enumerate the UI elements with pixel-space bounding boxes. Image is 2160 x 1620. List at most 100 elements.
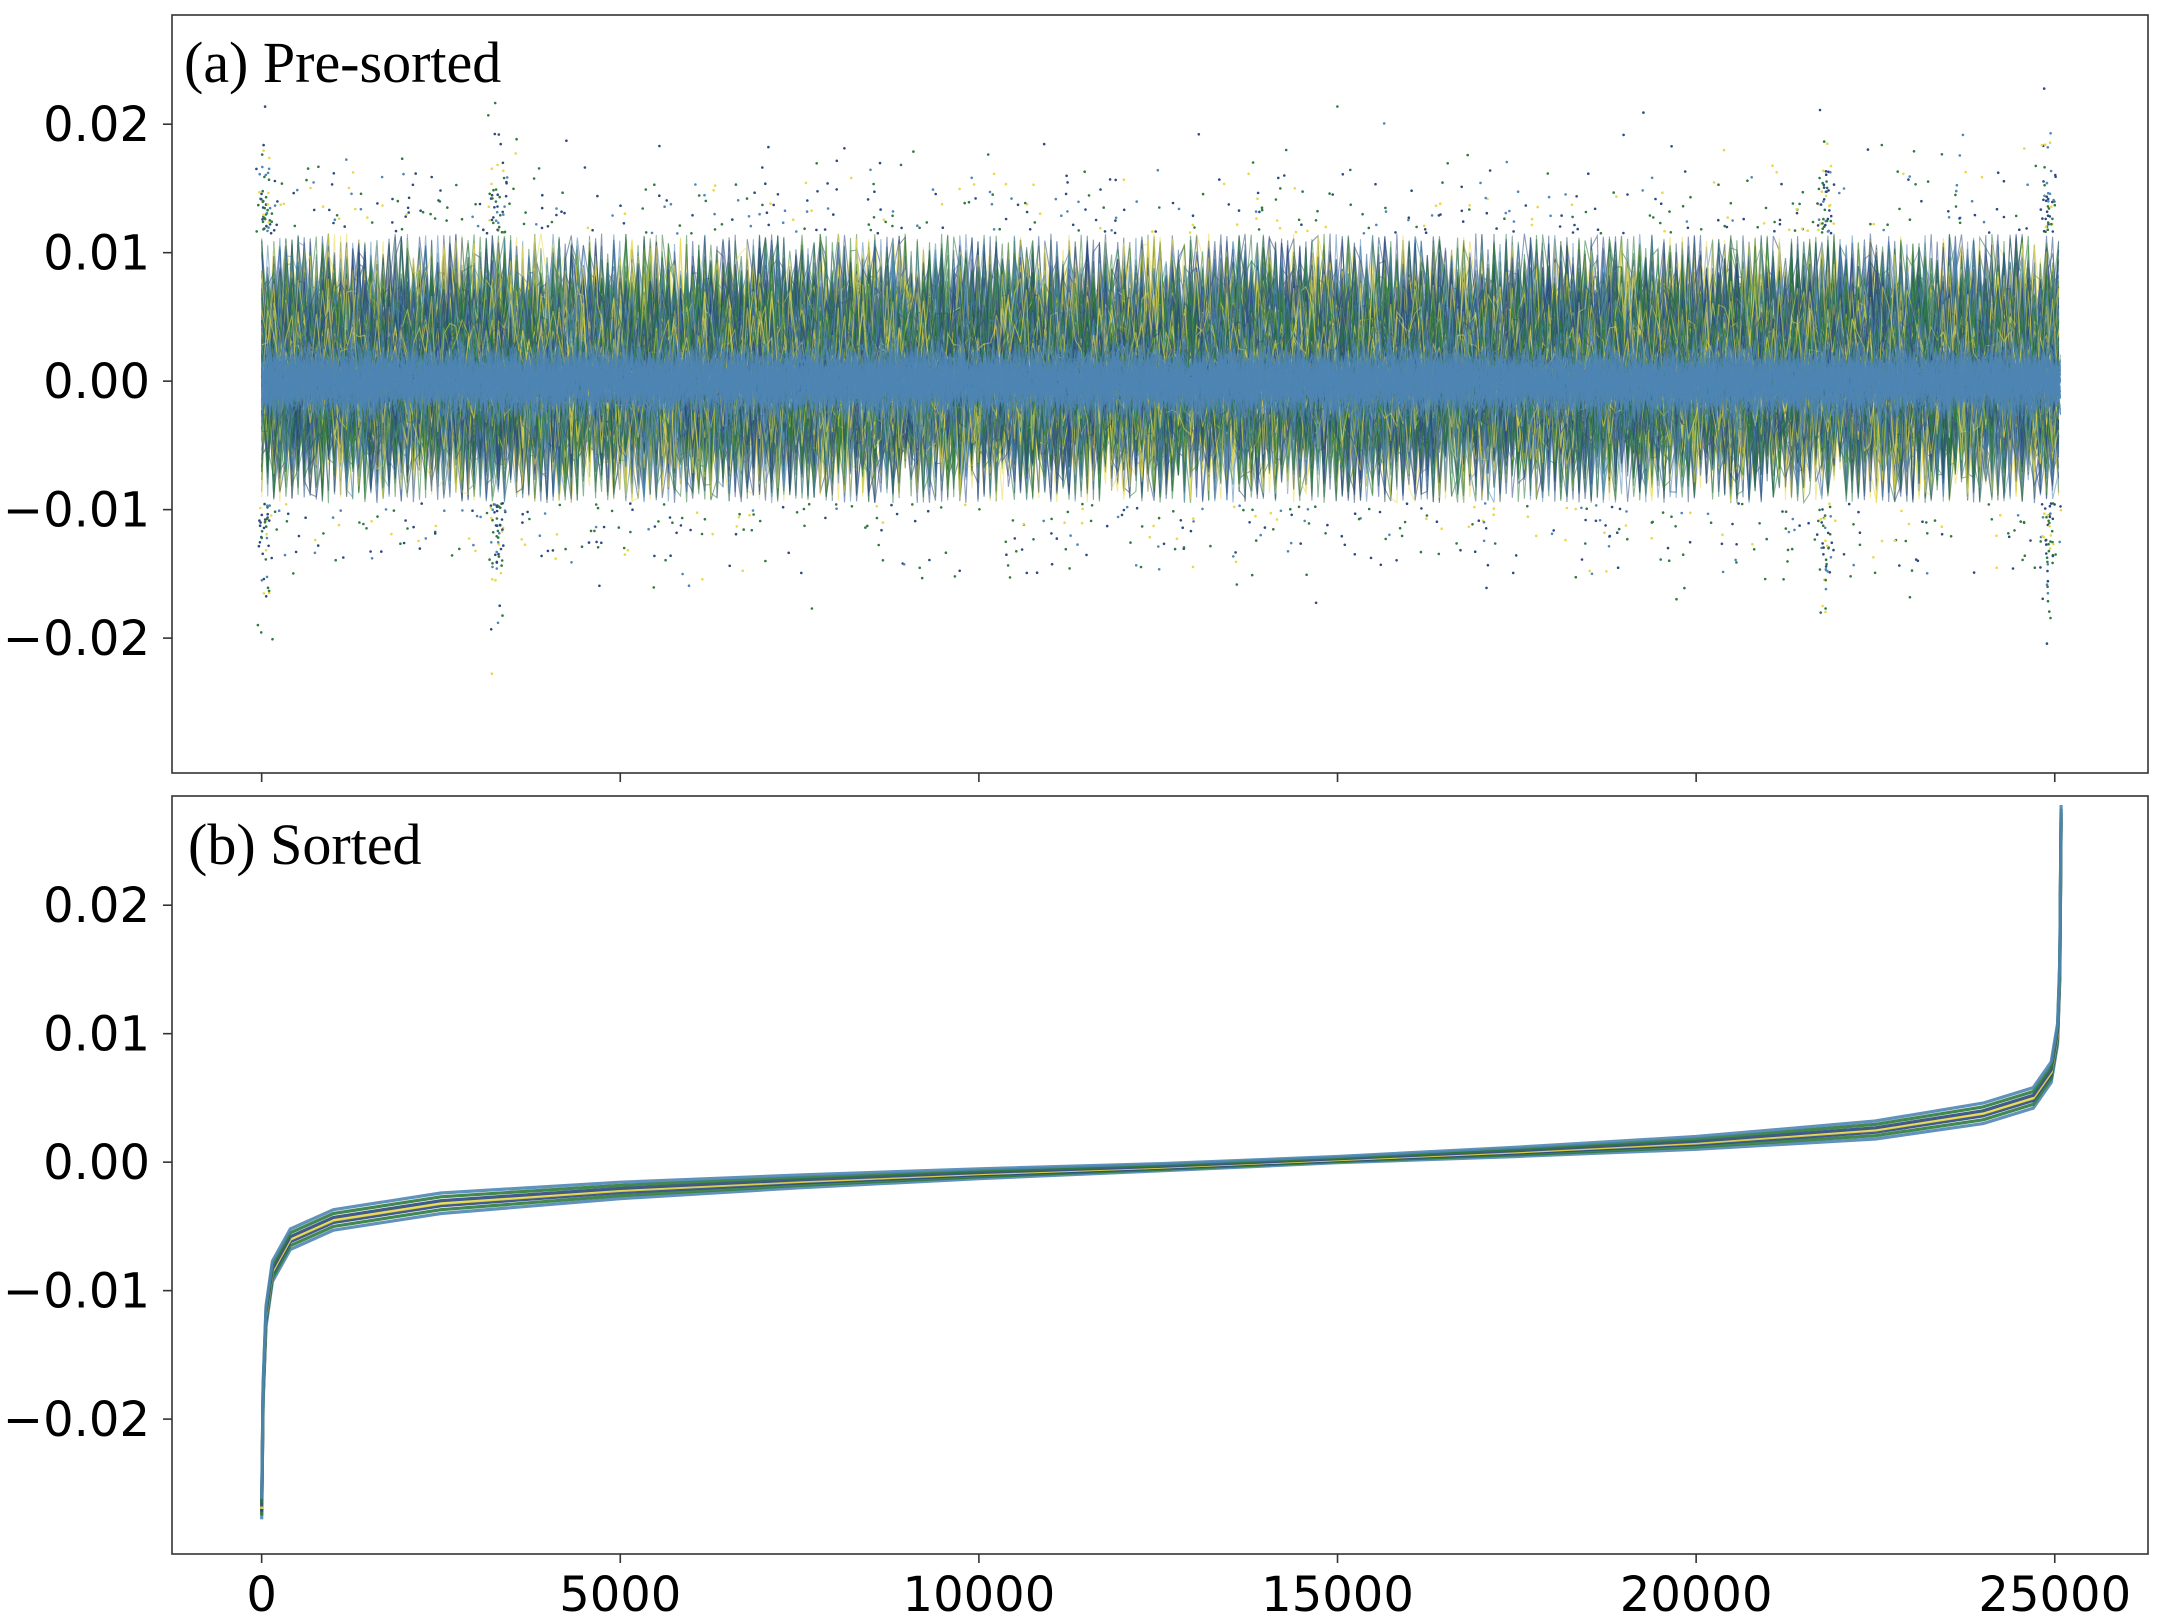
scatter-spike-point (1824, 565, 1828, 568)
scatter-spike-point (490, 182, 493, 186)
scatter-outlier-point (1689, 511, 1692, 515)
scatter-spike-point (492, 188, 495, 192)
scatter-outlier-point (1675, 597, 1678, 601)
scatter-outlier-point (902, 563, 906, 566)
scatter-outlier-point (538, 534, 542, 537)
scatter-outlier-point (267, 178, 271, 181)
scatter-outlier-point (1742, 217, 1745, 221)
scatter-spike-point (495, 509, 499, 513)
scatter-outlier-point (1485, 211, 1489, 215)
scatter-spike-point (262, 228, 265, 231)
scatter-outlier-point (1949, 535, 1953, 538)
scatter-outlier-point (622, 546, 626, 550)
scatter-outlier-point (864, 526, 867, 529)
scatter-outlier-point (1272, 528, 1275, 531)
scatter-outlier-point (1852, 563, 1855, 567)
scatter-outlier-point (911, 503, 914, 506)
scatter-spike-point (264, 195, 268, 199)
scatter-outlier-point (1560, 214, 1563, 217)
scatter-outlier-point (1066, 510, 1070, 514)
scatter-spike-point (257, 544, 261, 548)
scatter-outlier-point (1122, 178, 1126, 181)
scatter-outlier-point (1182, 546, 1186, 549)
scatter-outlier-point (1425, 517, 1428, 520)
scatter-outlier-point (1618, 507, 1622, 511)
scatter-outlier-point (1588, 569, 1591, 573)
scatter-outlier-point (1940, 525, 1944, 528)
scatter-outlier-point (742, 528, 745, 531)
scatter-outlier-point (347, 186, 351, 190)
scatter-spike-point (258, 541, 262, 544)
scatter-outlier-point (891, 210, 895, 213)
scatter-outlier-point (1838, 191, 1841, 195)
scatter-outlier-point (1800, 227, 1804, 230)
scatter-outlier-point (940, 202, 944, 206)
scatter-outlier-point (664, 558, 667, 562)
scatter-outlier-point (867, 223, 871, 226)
scatter-outlier-point (418, 547, 422, 550)
scatter-outlier-point (1526, 515, 1530, 518)
scatter-outlier-point (1668, 210, 1671, 213)
scatter-outlier-point (1435, 520, 1439, 523)
scatter-spike-point (2049, 540, 2052, 543)
scatter-outlier-point (731, 218, 734, 221)
scatter-outlier-point (834, 503, 838, 506)
scatter-outlier-point (1612, 191, 1615, 194)
scatter-spike-point (490, 167, 494, 170)
scatter-outlier-point (2043, 507, 2047, 510)
scatter-outlier-point (1004, 217, 1008, 221)
scatter-outlier-point (650, 231, 654, 235)
scatter-outlier-point (434, 524, 438, 528)
scatter-outlier-point (1388, 533, 1391, 537)
scatter-outlier-point (384, 508, 388, 511)
scatter-outlier-point (869, 228, 873, 232)
scatter-outlier-point (647, 527, 650, 531)
scatter-outlier-point (1326, 523, 1329, 527)
scatter-spike-point (1823, 208, 1827, 212)
scatter-spike-point (2043, 512, 2046, 515)
scatter-outlier-point (1972, 571, 1976, 574)
scatter-outlier-point (805, 210, 809, 213)
scatter-outlier-point (1666, 546, 1670, 550)
scatter-outlier-point (532, 177, 536, 180)
scatter-spike-point (489, 504, 493, 508)
scatter-outlier-point (1353, 512, 1357, 515)
scatter-outlier-point (524, 211, 527, 214)
scatter-spike-point (267, 589, 271, 593)
scatter-outlier-point (1617, 527, 1621, 531)
scatter-spike-point (2042, 536, 2046, 539)
scatter-spike-point (2052, 542, 2055, 546)
scatter-spike-point (1816, 202, 1819, 205)
scatter-outlier-point (1616, 531, 1619, 534)
scatter-outlier-point (1916, 559, 1920, 563)
scatter-spike-point (264, 558, 268, 561)
scatter-spike-point (1822, 140, 1826, 143)
scatter-outlier-point (331, 516, 335, 519)
scatter-spike-point (496, 621, 500, 625)
scatter-outlier-point (1279, 187, 1282, 190)
scatter-outlier-point (690, 232, 693, 235)
scatter-outlier-point (998, 227, 1001, 231)
scatter-outlier-point (619, 204, 622, 207)
scatter-outlier-point (488, 192, 492, 196)
scatter-outlier-point (1764, 206, 1768, 210)
scatter-spike-point (2048, 515, 2052, 519)
scatter-outlier-point (1022, 522, 1025, 526)
scatter-outlier-point (644, 188, 648, 191)
scatter-outlier-point (758, 519, 762, 523)
scatter-outlier-point (1872, 556, 1875, 559)
scatter-outlier-point (537, 167, 541, 170)
scatter-outlier-point (1102, 206, 1105, 209)
scatter-outlier-point (1004, 540, 1008, 544)
scatter-outlier-point (738, 512, 741, 516)
scatter-outlier-point (694, 183, 697, 186)
scatter-outlier-point (446, 206, 449, 209)
scatter-spike-point (1832, 183, 1836, 186)
scatter-outlier-point (1842, 553, 1846, 556)
scatter-spike-point (258, 172, 262, 176)
scatter-outlier-point (1293, 187, 1297, 190)
scatter-outlier-point (1505, 160, 1509, 164)
scatter-outlier-point (1042, 142, 1046, 146)
scatter-outlier-point (508, 202, 511, 205)
scatter-outlier-point (1461, 220, 1465, 223)
